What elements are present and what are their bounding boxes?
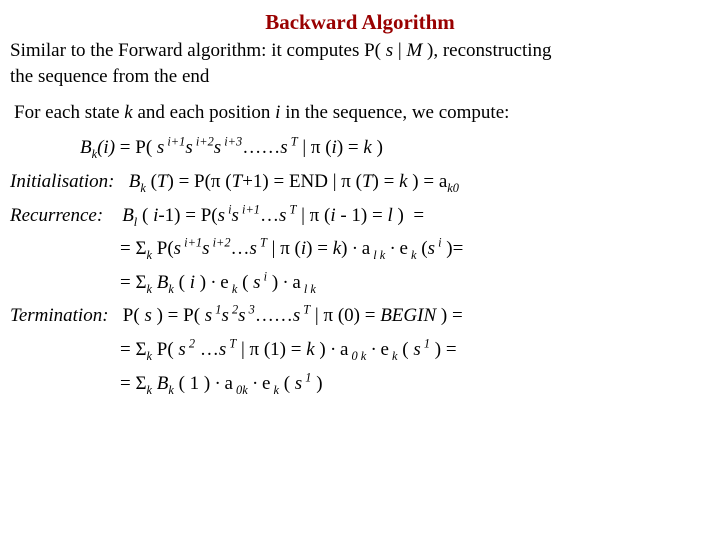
- term-label: Termination:: [10, 305, 109, 326]
- recurrence-row-1: Recurrence: Bl ( i-1) = P(s is i+1…s T |…: [10, 203, 710, 229]
- termination-row-2: = Σk P( s 2 …s T | π (1) = k ) · a 0 k ·…: [120, 337, 710, 363]
- initialisation-row: Initialisation: Bk (T) = P(π (T+1) = END…: [10, 169, 710, 195]
- rec-label: Recurrence:: [10, 205, 103, 226]
- foreach-line: For each state k and each position i in …: [14, 100, 710, 126]
- rec-eq-1: Bl ( i-1) = P(s is i+1…s T | π (i - 1) =…: [122, 205, 424, 226]
- foreach-text: For each state k and each position i in …: [14, 102, 509, 123]
- intro-line1: Similar to the Forward algorithm: it com…: [10, 40, 552, 61]
- intro-paragraph: Similar to the Forward algorithm: it com…: [10, 38, 710, 89]
- term-eq-1: P( s ) = P( s 1s 2s 3……s T | π (0) = BEG…: [123, 305, 463, 326]
- definition-eq: Bk(i) = P( s i+1s i+2s i+3……s T | π (i) …: [80, 135, 710, 161]
- termination-row-3: = Σk Bk ( 1 ) · a 0k · e k ( s 1 ): [120, 371, 710, 397]
- recurrence-row-2: = Σk P(s i+1s i+2…s T | π (i) = k) · a l…: [120, 236, 710, 262]
- init-label: Initialisation:: [10, 171, 115, 192]
- recurrence-row-3: = Σk Bk ( i ) · e k ( s i ) · a l k: [120, 270, 710, 296]
- slide-title: Backward Algorithm: [10, 8, 710, 36]
- init-eq: Bk (T) = P(π (T+1) = END | π (T) = k ) =…: [129, 171, 459, 192]
- intro-line2: the sequence from the end: [10, 66, 209, 87]
- termination-row-1: Termination: P( s ) = P( s 1s 2s 3……s T …: [10, 303, 710, 329]
